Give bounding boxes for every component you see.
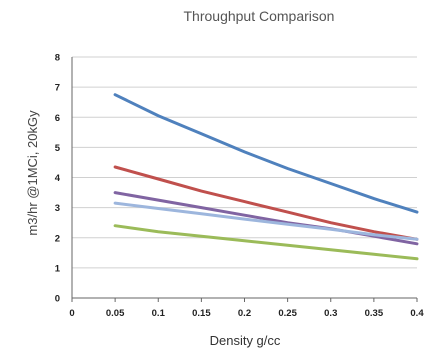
x-tick-label: 0.3 [324, 308, 337, 319]
y-tick-labels: 0 1 2 3 4 5 6 7 8 [55, 53, 61, 305]
y-axis-label: m3/hr @1MCi, 20kGy [25, 110, 40, 236]
chart-title: Throughput Comparison [184, 8, 335, 24]
x-axis-label: Density g/cc [210, 333, 281, 348]
y-tick-label: 6 [55, 113, 60, 124]
x-tick-label: 0.25 [278, 308, 297, 319]
y-tick-label: 4 [55, 173, 61, 184]
y-tick-label: 0 [55, 294, 60, 305]
y-tick-label: 2 [55, 233, 60, 244]
gridlines [72, 56, 417, 269]
y-tick-label: 7 [55, 83, 60, 94]
y-tick-label: 1 [55, 263, 61, 274]
y-tick-label: 8 [55, 53, 60, 64]
x-tick-label: 0.35 [365, 308, 384, 319]
y-tick-label: 3 [55, 203, 60, 214]
x-tick-label: 0.2 [238, 308, 251, 319]
series-line-5 [113, 224, 419, 261]
x-tick-label: 0 [69, 308, 74, 319]
x-tick-label: 0.15 [192, 308, 211, 319]
y-tick-label: 5 [55, 143, 61, 154]
series-line-4 [113, 201, 419, 241]
x-tick-label: 0.05 [106, 308, 125, 319]
x-tick-label: 0.1 [152, 308, 166, 319]
x-tick-labels: 0 0.05 0.1 0.15 0.2 0.25 0.3 0.35 0.4 [69, 308, 424, 319]
series-line-1 [113, 93, 419, 214]
series-lines [113, 93, 419, 261]
x-tick-label: 0.4 [410, 308, 424, 319]
axes [71, 57, 418, 302]
series-line-2 [113, 165, 419, 241]
series-line-3 [113, 191, 419, 246]
